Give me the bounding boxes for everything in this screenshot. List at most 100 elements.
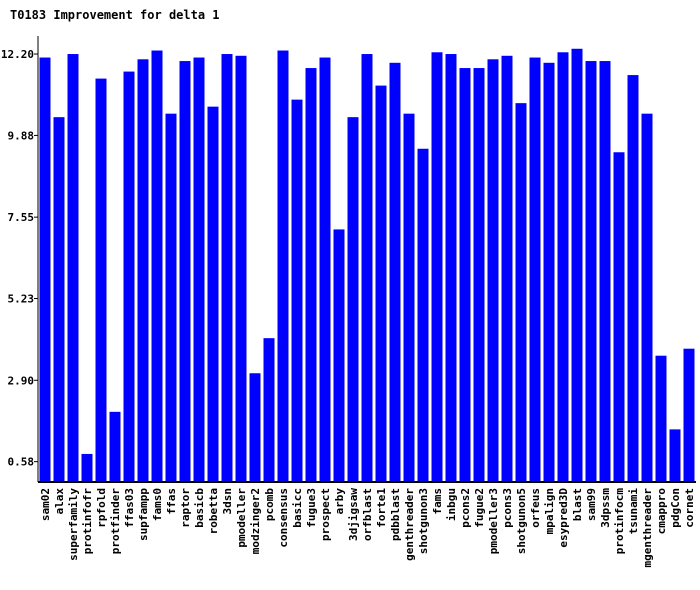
x-tick-label: sam02 [39,488,52,521]
x-tick-label: pdbblast [389,488,402,541]
x-tick-label: pmodeller3 [487,488,500,554]
x-tick-label: tsunami [627,488,640,535]
bar-esypred3D [557,52,569,482]
x-tick-label: 3dpssm [599,488,612,528]
x-tick-label: shotgunon5 [515,488,528,554]
x-tick-label: pcons2 [459,488,472,528]
x-tick-label: pcons3 [501,488,514,528]
x-labels-group: sam02 alax superfamily protinfofr rpfold prot… [39,488,696,568]
y-tick-label: 12.20 [1,48,34,61]
bar-ffas [165,113,177,483]
bar-pmodeller3 [487,59,499,482]
bar-tsunami [627,75,639,482]
bar-superfamily [67,54,79,482]
x-tick-label: fugue3 [305,488,318,528]
bar-fams [431,52,443,482]
x-tick-label: orfeus [529,488,542,528]
bar-consensus [277,50,289,483]
bar-shotgunon3 [417,148,429,482]
x-tick-label: prospect [319,488,332,541]
bar-pcomb [263,338,275,482]
x-tick-label: robetta [207,488,220,534]
x-tick-label: fams [431,488,444,515]
bar-protinfofr [81,453,93,482]
x-tick-label: cmappro [655,488,668,535]
bar-fugue2 [473,68,485,482]
x-tick-label: protfinder [109,488,122,555]
y-tick-label: 5.23 [8,293,35,306]
bar-orfblast [361,54,373,482]
x-tick-label: pcomb [263,488,276,521]
x-tick-label: forte1 [375,488,388,528]
bar-mpalign [543,62,555,483]
x-tick-label: inbgu [445,488,458,521]
x-tick-label: genthreader [403,488,416,561]
bar-fugue3 [305,68,317,482]
bar-forte1 [375,85,387,482]
bar-pdgCon [669,429,681,482]
y-tick-label: 0.58 [8,456,35,469]
bar-orfeus [529,57,541,482]
bar-arby [333,229,345,482]
y-tick-label: 9.88 [8,129,35,142]
x-tick-label: mpalign [543,488,556,534]
x-tick-label: pdgCon [669,488,682,528]
chart-title: T0183 Improvement for delta 1 [10,8,220,22]
bar-inbgu [445,54,457,482]
x-tick-label: alax [53,488,66,515]
bar-ffas03 [123,71,135,482]
bar-3dpssm [599,61,611,483]
x-tick-label: 3dsn [221,488,234,515]
bar-protfinder [109,411,121,482]
bar-pdbblast [389,62,401,483]
bar-cornet [683,348,695,482]
x-tick-label: ffas [165,488,178,515]
bar-cmappro [655,355,667,482]
bar-3dsn [221,54,233,482]
bar-supfampp [137,59,149,482]
bar-prospect [319,57,331,482]
bar-genthreader [403,113,415,483]
bar-sam99 [585,61,597,483]
y-ticks-group: 0.58 2.90 5.23 7.55 9.88 12.20 [1,48,38,469]
x-tick-label: protinfocm [613,488,626,555]
x-tick-label: superfamily [67,488,80,561]
x-tick-label: shotgunon3 [417,488,430,554]
bar-shotgunon5 [515,103,527,482]
x-tick-label: basicb [193,488,206,528]
x-tick-label: rpfold [95,488,108,528]
bar-pmodeller [235,55,247,482]
x-tick-label: sam99 [585,488,598,521]
bar-pcons2 [459,68,471,482]
bar-basicc [291,99,303,482]
x-tick-label: raptor [179,488,192,528]
y-tick-label: 2.90 [8,374,35,387]
bar-rpfold [95,78,107,482]
x-tick-label: supfampp [137,488,150,541]
x-tick-label: fams0 [151,488,164,521]
x-tick-label: orfblast [361,488,374,541]
bar-sam02 [39,57,51,482]
x-tick-label: protinfofr [81,488,94,555]
x-tick-label: arby [333,488,346,515]
bar-mgenthreader [641,113,653,483]
bar-fams0 [151,50,163,483]
x-tick-label: fugue2 [473,488,486,528]
x-tick-label: blast [571,488,584,521]
x-tick-label: 3djigsaw [347,488,360,541]
x-tick-label: pmodeller [235,488,248,548]
x-tick-label: cornet [683,488,696,528]
x-tick-label: modzinger2 [249,488,262,554]
bar-robetta [207,106,219,483]
bar-raptor [179,61,191,483]
x-tick-label: basicc [291,488,304,528]
bar-blast [571,48,583,483]
bar-basicb [193,57,205,482]
bar-modzinger2 [249,373,261,482]
bars-group [39,48,695,483]
bar-protinfocm [613,152,625,482]
x-tick-label: consensus [277,488,290,548]
bar-3djigsaw [347,117,359,483]
x-tick-label: mgenthreader [641,488,654,568]
